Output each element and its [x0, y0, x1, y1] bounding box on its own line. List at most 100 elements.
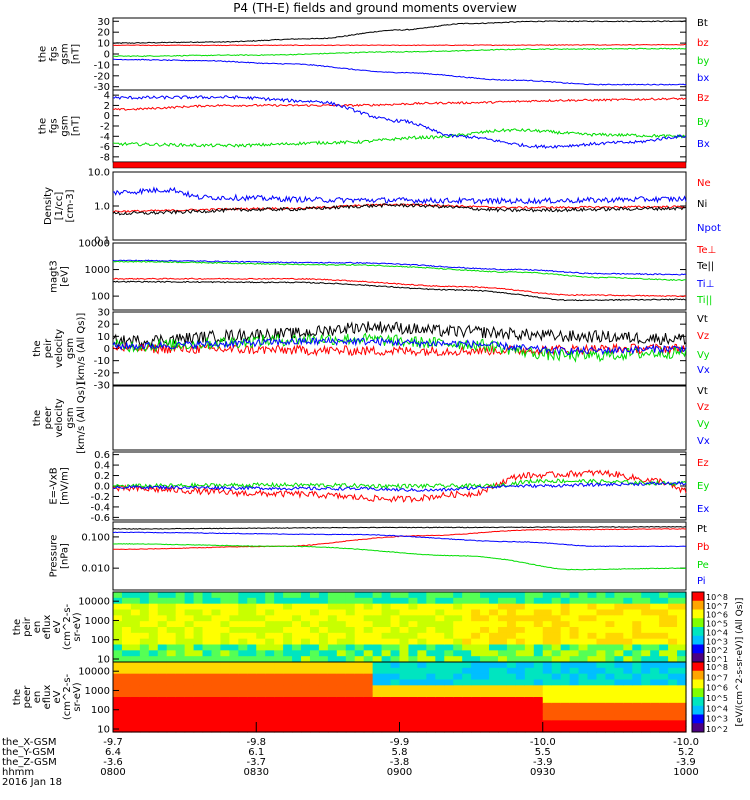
ytick-label-fgs: -10: [94, 60, 110, 71]
ephemeris-label: the_X-GSM: [2, 737, 56, 748]
spectrogram-cell-peir_en: [372, 627, 383, 634]
spectrogram-cell-peir_en: [462, 609, 472, 616]
spectrogram-cell-peir_en: [471, 656, 481, 663]
spectrogram-cell-peer_en: [327, 667, 338, 675]
ytick-label-fgm: 0: [104, 111, 110, 122]
ephemeris-value: 0900: [387, 767, 412, 778]
spectrogram-cell-peer_en: [283, 720, 293, 727]
spectrogram-cell-peir_en: [668, 650, 678, 657]
series-line-fgs-bx: [112, 58, 687, 86]
ylabel-fgs: fgs: [49, 46, 60, 61]
spectrogram-cell-peer_en: [372, 720, 383, 727]
spectrogram-cell-peir_en: [578, 650, 589, 657]
spectrogram-cell-peer_en: [614, 714, 624, 721]
spectrogram-cell-peir_en: [399, 592, 410, 599]
spectrogram-cell-peir_en: [148, 644, 159, 651]
spectrogram-cell-peir_en: [417, 621, 427, 628]
legend-peir-Vt: Vt: [697, 314, 708, 325]
spectrogram-cell-peer_en: [121, 679, 132, 686]
spectrogram-cell-peir_en: [318, 603, 329, 611]
spectrogram-cell-peer_en: [408, 667, 418, 675]
ylabel-pressure: [nPa]: [60, 543, 71, 569]
spectrogram-cell-peer_en: [605, 679, 615, 686]
spectrogram-cell-peir_en: [641, 615, 651, 622]
spectrogram-cell-peir_en: [372, 638, 383, 646]
spectrogram-cell-peer_en: [113, 685, 123, 692]
spectrogram-cell-peer_en: [524, 708, 535, 716]
spectrogram-cell-peir_en: [390, 627, 401, 634]
spectrogram-cell-peir_en: [336, 592, 347, 599]
spectrogram-cell-peir_en: [292, 597, 302, 605]
spectrogram-cell-peer_en: [265, 720, 275, 727]
spectrogram-cell-peer_en: [614, 726, 624, 733]
ephemeris-label: the_Z-GSM: [2, 757, 57, 768]
colorbar-segment-peir_en: [692, 600, 704, 610]
spectrogram-cell-peer_en: [650, 702, 660, 710]
spectrogram-cell-peir_en: [238, 592, 248, 599]
spectrogram-cell-peir_en: [417, 592, 427, 599]
spectrogram-cell-peer_en: [668, 697, 678, 704]
spectrogram-cell-peir_en: [417, 603, 427, 611]
spectrogram-cell-peir_en: [130, 638, 141, 646]
spectrogram-cell-peir_en: [184, 644, 195, 651]
spectrogram-cell-peer_en: [292, 726, 302, 733]
spectrogram-cell-peer_en: [560, 673, 571, 681]
legend-fgs-by: by: [697, 56, 709, 67]
spectrogram-cell-peir_en: [130, 644, 141, 651]
spectrogram-cell-peer_en: [578, 702, 589, 710]
spectrogram-cell-peir_en: [148, 615, 159, 622]
spectrogram-cell-peer_en: [121, 714, 132, 721]
ytick-label-fgm: -6: [100, 142, 110, 153]
spectrogram-cell-peir_en: [345, 615, 356, 622]
ylabel-peer_en: sr-eV): [72, 682, 83, 711]
spectrogram-cell-peir_en: [211, 603, 222, 611]
spectrogram-cell-peir_en: [336, 632, 347, 640]
spectrogram-cell-peir_en: [354, 632, 365, 640]
spectrogram-cell-peir_en: [587, 627, 598, 634]
spectrogram-cell-peer_en: [596, 691, 607, 698]
spectrogram-cell-peir_en: [113, 644, 123, 651]
spectrogram-cell-peer_en: [551, 697, 562, 704]
ytick-label-fgm: -8: [100, 152, 110, 163]
spectrogram-cell-peer_en: [542, 702, 553, 710]
spectrogram-cell-peer_en: [426, 667, 436, 675]
spectrogram-cell-peir_en: [354, 644, 365, 651]
ylabel-efield: E=-VxB: [49, 467, 60, 504]
ylabel-peir_en: peir: [22, 616, 33, 636]
spectrogram-cell-peir_en: [453, 615, 463, 622]
spectrogram-cell-peir_en: [515, 644, 526, 651]
spectrogram-cell-peer_en: [238, 662, 248, 669]
spectrogram-cell-peer_en: [471, 691, 481, 698]
spectrogram-cell-peer_en: [623, 679, 633, 686]
spectrogram-cell-peer_en: [336, 685, 347, 692]
spectrogram-cell-peer_en: [363, 667, 374, 675]
spectrogram-cell-peir_en: [193, 615, 204, 622]
spectrogram-cell-peer_en: [515, 708, 526, 716]
ephemeris-value: -10.0: [673, 737, 699, 748]
spectrogram-cell-peer_en: [390, 714, 401, 721]
spectrogram-cell-peir_en: [596, 627, 607, 634]
spectrogram-cell-peer_en: [560, 691, 571, 698]
spectrogram-cell-peer_en: [220, 685, 230, 692]
spectrogram-cell-peer_en: [435, 667, 445, 675]
spectrogram-cell-peer_en: [578, 714, 589, 721]
spectrogram-cell-peir_en: [533, 650, 544, 657]
spectrogram-cell-peir_en: [363, 603, 374, 611]
ephemeris-value: -9.7: [103, 737, 123, 748]
spectrogram-cell-peer_en: [524, 673, 535, 681]
spectrogram-cell-peer_en: [372, 679, 383, 686]
spectrogram-cell-peer_en: [623, 714, 633, 721]
spectrogram-cell-peer_en: [301, 697, 311, 704]
spectrogram-cell-peir_en: [363, 597, 374, 605]
spectrogram-cell-peer_en: [274, 691, 284, 698]
spectrogram-cell-peir_en: [506, 609, 517, 616]
spectrogram-cell-peer_en: [489, 720, 499, 727]
spectrogram-cell-peir_en: [193, 609, 204, 616]
spectrogram-cell-peir_en: [489, 621, 499, 628]
spectrogram-cell-peer_en: [668, 720, 678, 727]
spectrogram-cell-peir_en: [292, 650, 302, 657]
spectrogram-cell-peer_en: [417, 726, 427, 733]
spectrogram-cell-peer_en: [309, 708, 320, 716]
spectrogram-cell-peir_en: [480, 638, 490, 646]
